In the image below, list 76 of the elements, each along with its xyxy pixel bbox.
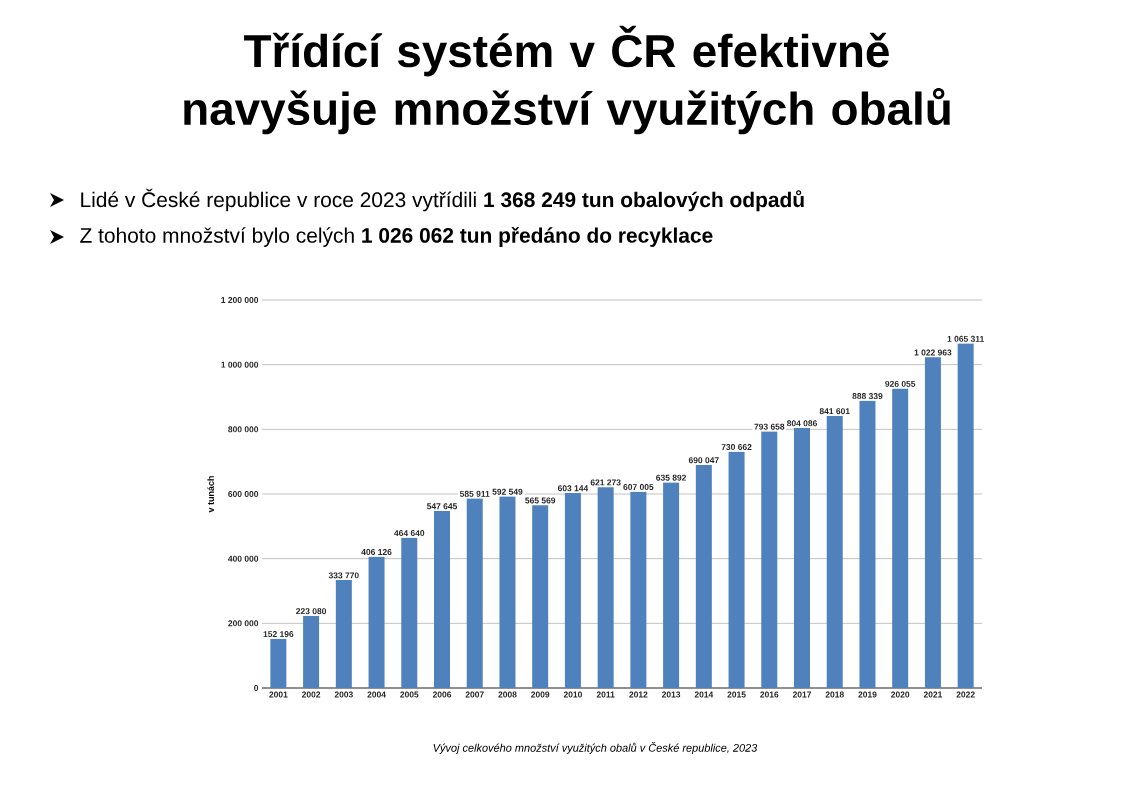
bar <box>630 491 647 688</box>
data-label: 603 144 <box>557 485 589 492</box>
data-label: 607 005 <box>623 484 654 491</box>
x-tick-label: 2005 <box>400 691 419 698</box>
x-tick-label: 2006 <box>432 691 452 698</box>
bar <box>434 510 451 688</box>
data-label: 585 911 <box>459 490 490 497</box>
bar <box>728 451 745 688</box>
x-tick-label: 2021 <box>923 691 943 698</box>
x-tick-label: 2019 <box>858 691 877 698</box>
data-label: 152 196 <box>263 631 294 638</box>
data-label: 1 065 311 <box>947 335 985 342</box>
text: Lidé v České republice v roce 2023 vytřídili 1 368 249 tun obalových odpadů <box>81 188 804 212</box>
bar <box>695 464 712 688</box>
bar <box>270 638 287 688</box>
bar <box>597 487 614 688</box>
bar <box>924 357 941 688</box>
y-tick-label: 400 000 <box>228 555 259 562</box>
bar <box>335 580 352 688</box>
data-label: 690 047 <box>688 457 719 464</box>
y-tick-label: 0 <box>254 685 259 691</box>
data-label: 547 645 <box>426 503 458 510</box>
data-label: 793 658 <box>754 423 785 430</box>
y-tick-label: 1 200 000 <box>221 297 259 303</box>
data-label: 464 640 <box>394 530 425 537</box>
data-label: 565 569 <box>525 497 556 504</box>
bar <box>564 492 581 688</box>
x-tick-label: 2010 <box>563 691 582 698</box>
data-label: 592 549 <box>492 488 523 495</box>
data-label: 730 662 <box>721 444 752 451</box>
bar <box>957 343 974 688</box>
bar <box>368 556 385 688</box>
x-tick-label: 2017 <box>792 691 812 698</box>
y-tick-label: 800 000 <box>228 426 259 433</box>
chart-title: Třídící systém v ČR efektivně navyšuje množství využitých obalů <box>184 25 950 135</box>
bar <box>892 388 909 688</box>
text: Vývoj celkového množství využitých obalů v České republice, 2023 <box>433 742 758 754</box>
data-label: 406 126 <box>361 549 392 555</box>
data-label: 635 892 <box>656 474 687 481</box>
data-label: 333 770 <box>328 572 359 579</box>
data-label: 841 601 <box>819 408 850 415</box>
bar <box>532 505 549 688</box>
data-label: 621 273 <box>590 479 621 486</box>
data-label: 888 339 <box>852 393 883 400</box>
bar <box>859 400 876 688</box>
y-axis-title: v tunách <box>207 476 214 513</box>
x-tick-label: 2013 <box>661 691 681 698</box>
x-tick-label: 2003 <box>334 691 353 698</box>
bar <box>826 415 843 688</box>
bar <box>401 537 418 688</box>
x-tick-label: 2022 <box>956 691 975 698</box>
x-tick-label: 2011 <box>596 691 615 698</box>
x-tick-label: 2009 <box>531 691 550 698</box>
text: Z tohoto množství bylo celých 1 026 062 tun předáno do recyklace <box>80 227 713 247</box>
x-tick-label: 2008 <box>498 691 517 698</box>
x-tick-label: 2002 <box>301 691 321 698</box>
x-tick-label: 2001 <box>269 691 288 698</box>
x-tick-label: 2020 <box>891 691 910 698</box>
bar <box>663 482 680 688</box>
data-label: 223 080 <box>296 608 327 615</box>
data-label: 1 022 963 <box>914 349 952 356</box>
data-label: 926 055 <box>885 380 916 387</box>
bar <box>303 615 320 688</box>
bar <box>466 498 483 688</box>
x-tick-label: 2004 <box>367 691 386 698</box>
x-tick-label: 2015 <box>727 691 746 698</box>
x-tick-label: 2014 <box>694 691 714 698</box>
bar <box>794 428 811 688</box>
y-tick-label: 200 000 <box>228 620 259 627</box>
y-tick-label: 1 000 000 <box>221 361 259 368</box>
y-tick-label: 600 000 <box>228 491 259 497</box>
x-tick-label: 2012 <box>629 691 648 698</box>
x-tick-label: 2016 <box>760 691 779 698</box>
x-tick-label: 2018 <box>825 691 844 698</box>
x-tick-label: 2007 <box>465 691 484 698</box>
data-label: 804 086 <box>786 420 817 427</box>
